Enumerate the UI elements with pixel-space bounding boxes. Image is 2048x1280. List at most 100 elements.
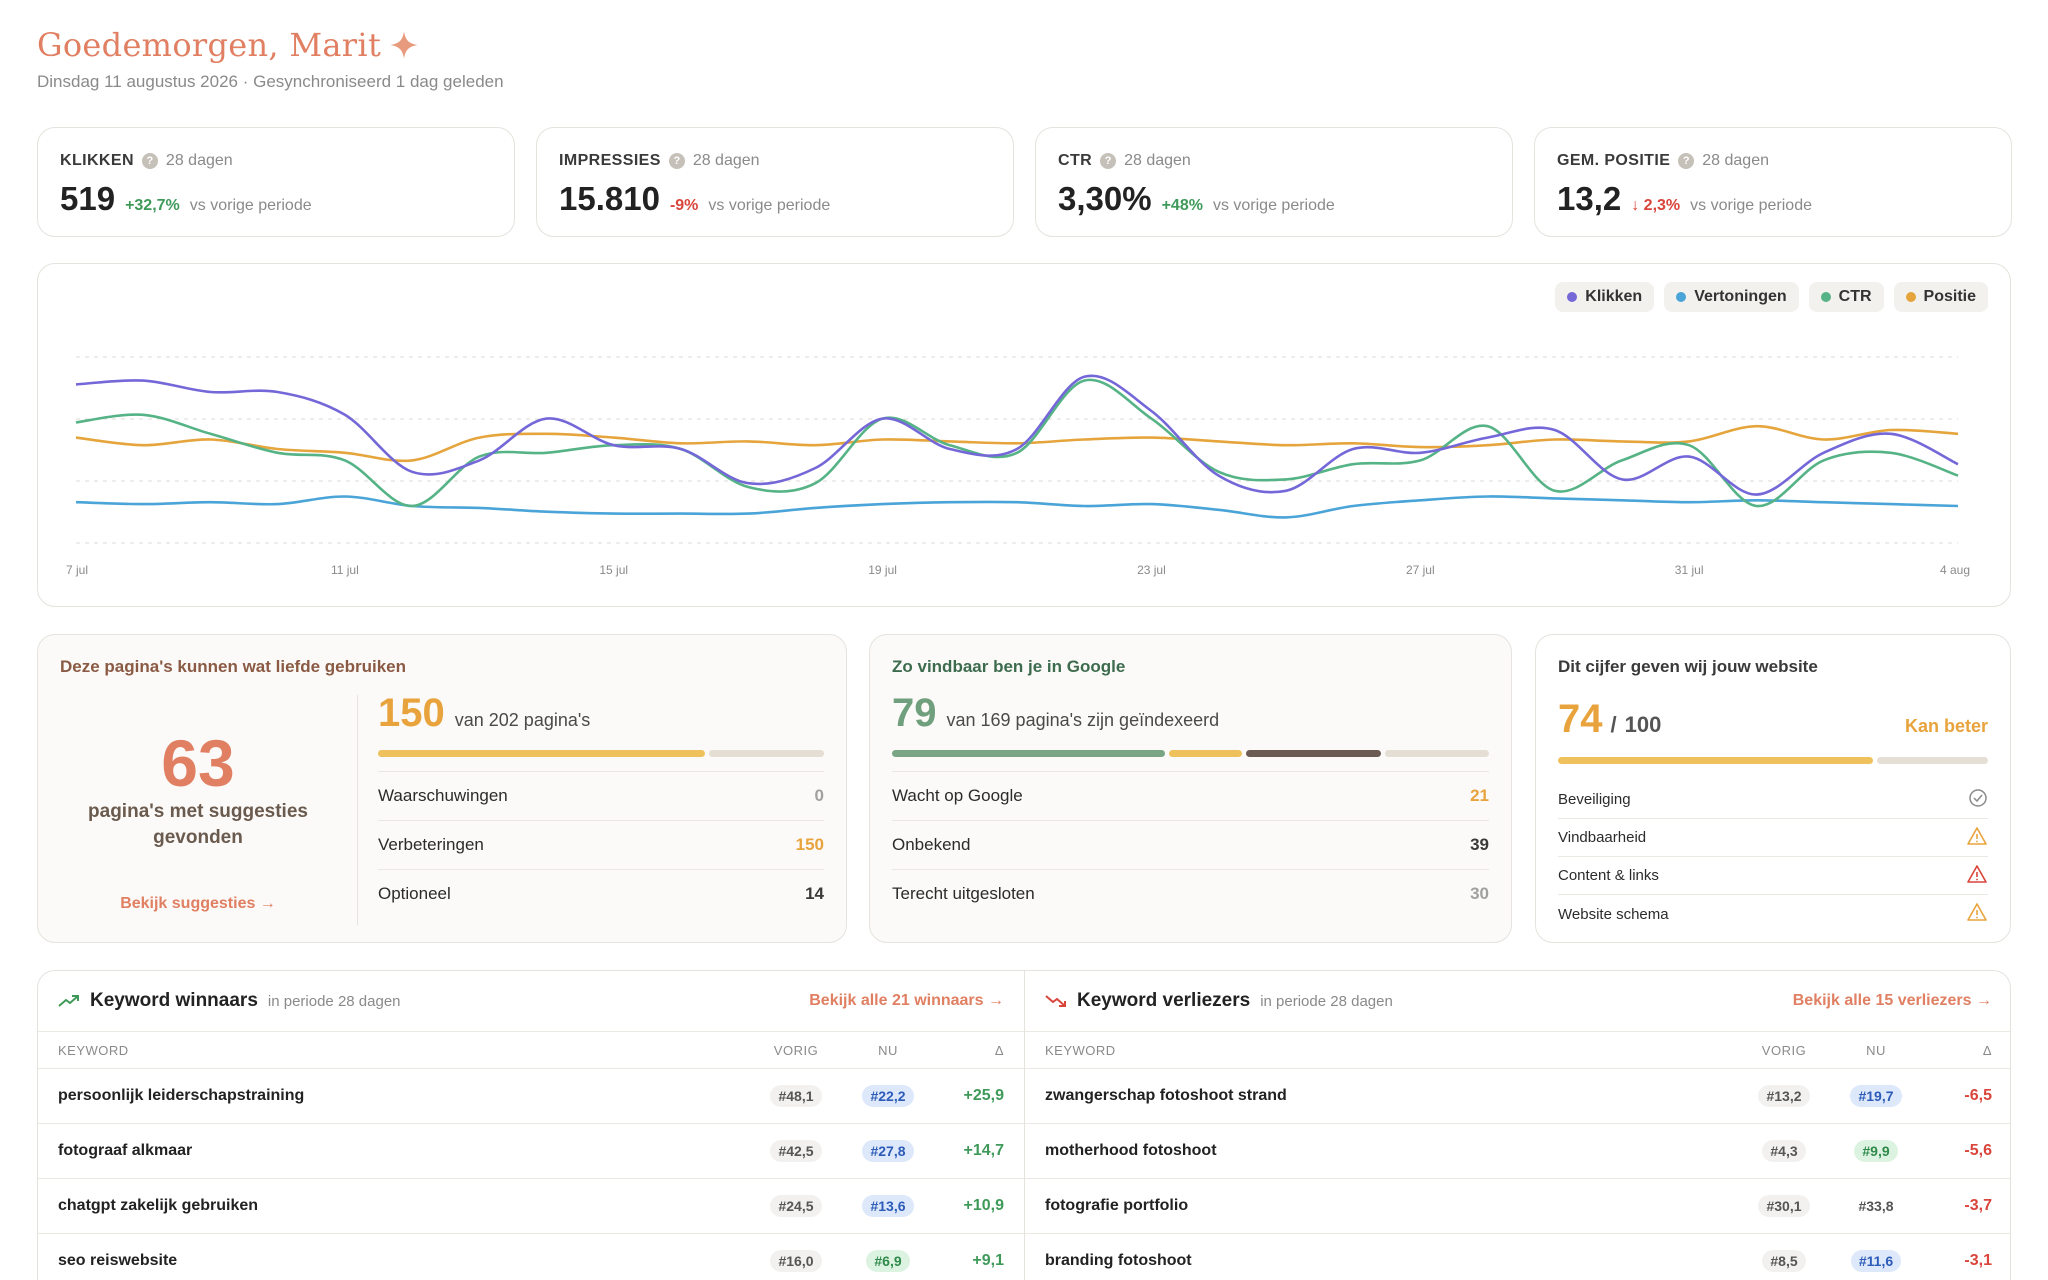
col-keyword[interactable]: KEYWORD	[58, 1042, 129, 1058]
col-delta[interactable]: Δ	[994, 1042, 1004, 1058]
help-icon[interactable]: ?	[141, 153, 158, 169]
index-stat: 79 van 169 pagina's zijn geïndexeerd Wac…	[892, 691, 1489, 918]
breakdown-value: 150	[795, 835, 824, 854]
col-now[interactable]: NU	[1866, 1042, 1886, 1058]
breakdown-row[interactable]: Optioneel 14	[378, 869, 824, 918]
view-all-winners-link[interactable]: Bekijk alle 21 winnaars →	[809, 992, 1004, 1009]
bar-segment-indexed	[892, 750, 1166, 757]
now-rank-cell: #13,6	[842, 1195, 934, 1217]
score-check-row[interactable]: Beveiliging	[1558, 781, 1988, 819]
losers-header: Keyword verliezers in periode 28 dagen B…	[1025, 971, 2010, 1032]
now-rank: #27,8	[862, 1140, 914, 1162]
rank-delta: +25,9	[963, 1087, 1004, 1104]
score-max: 100	[1624, 712, 1662, 737]
keyword-text: zwangerschap fotoshoot strand	[1045, 1087, 1287, 1104]
kpi-card-ctr[interactable]: CTR? 28 dagen 3,30% +48% vs vorige periode	[1035, 127, 1513, 237]
prev-rank-cell: #16,0	[750, 1250, 842, 1272]
keyword-text: fotograaf alkmaar	[58, 1142, 193, 1159]
prev-rank: #42,5	[770, 1140, 822, 1162]
indexed-stat-of: van 169 pagina's zijn geïndexeerd	[946, 710, 1220, 730]
score-progress-bar	[1558, 757, 1988, 764]
keyword-row[interactable]: motherhood fotoshoot #4,3 #9,9 -5,6	[1025, 1124, 2010, 1179]
help-icon[interactable]: ?	[668, 153, 685, 169]
keyword-row[interactable]: chatgpt zakelijk gebruiken #24,5 #13,6 +10,…	[38, 1179, 1024, 1234]
x-tick-label: 31 jul	[1675, 563, 1704, 577]
kpi-value: 519	[60, 180, 116, 217]
help-icon[interactable]: ?	[1100, 153, 1117, 169]
legend-label: Vertoningen	[1694, 288, 1787, 305]
progress-rest	[1877, 757, 1988, 764]
indexed-stat-number: 79	[892, 691, 937, 735]
losers-column-headers: KEYWORD VORIG NU Δ	[1025, 1032, 2010, 1069]
kpi-card-clicks[interactable]: KLIKKEN? 28 dagen 519 +32,7% vs vorige peri…	[37, 127, 515, 237]
kpi-card-impressions[interactable]: IMPRESSIES? 28 dagen 15.810 -9% vs vorige p…	[536, 127, 1014, 237]
warning-icon	[1966, 826, 1988, 850]
prev-rank: #4,3	[1762, 1140, 1806, 1162]
kpi-card-avg-position[interactable]: GEM. POSITIE? 28 dagen 13,2 ↓ 2,3% vs vorig…	[1534, 127, 2012, 237]
panel-title: Dit cijfer geven wij jouw website	[1558, 657, 1818, 676]
view-suggestions-link[interactable]: Bekijk suggesties →	[120, 895, 276, 912]
progress-fill	[378, 750, 706, 757]
losers-period: in periode 28 dagen	[1260, 992, 1393, 1010]
losers-rows: zwangerschap fotoshoot strand #13,2 #19,7 -…	[1025, 1069, 2010, 1280]
col-prev[interactable]: VORIG	[773, 1042, 819, 1058]
kpi-delta: -9%	[669, 197, 699, 214]
series-line-vertoningen[interactable]	[75, 495, 1959, 519]
rank-delta: +10,9	[963, 1197, 1004, 1214]
keyword-row[interactable]: persoonlijk leiderschapstraining #48,1 #22…	[38, 1069, 1024, 1124]
performance-chart[interactable]: 7 jul 11 jul 15 jul 19 jul 23 jul 27 jul 31 ju…	[38, 264, 2012, 608]
score-slash: /	[1610, 712, 1617, 737]
index-segmented-bar	[892, 750, 1489, 757]
legend-item[interactable]: Positie	[1893, 282, 1988, 312]
breakdown-row[interactable]: Onbekend 39	[892, 820, 1489, 869]
rank-delta: -3,7	[1964, 1197, 1992, 1214]
legend-item[interactable]: CTR	[1808, 282, 1884, 312]
legend-item[interactable]: Vertoningen	[1664, 282, 1799, 312]
kpi-vs-label: vs vorige periode	[189, 197, 312, 214]
check-circle-icon	[1968, 788, 1988, 812]
rank-delta: -6,5	[1964, 1087, 1992, 1104]
breakdown-label: Waarschuwingen	[378, 786, 508, 805]
keyword-row[interactable]: zwangerschap fotoshoot strand #13,2 #19,7 -…	[1025, 1069, 2010, 1124]
keyword-text: motherhood fotoshoot	[1045, 1142, 1217, 1159]
keyword-row[interactable]: seo reiswebsite #16,0 #6,9 +9,1	[38, 1234, 1024, 1280]
score-check-row[interactable]: Website schema	[1558, 895, 1988, 933]
legend-item[interactable]: Klikken	[1555, 282, 1655, 312]
kpi-period: 28 dagen	[165, 152, 233, 169]
kpi-delta: +48%	[1161, 197, 1203, 214]
col-delta[interactable]: Δ	[1982, 1042, 1992, 1058]
view-all-losers-link[interactable]: Bekijk alle 15 verliezers →	[1792, 992, 1992, 1009]
prev-rank-cell: #13,2	[1738, 1085, 1830, 1107]
legend-label: Klikken	[1585, 288, 1643, 305]
warning-icon	[1966, 902, 1988, 926]
breakdown-row[interactable]: Verbeteringen 150	[378, 820, 824, 869]
breakdown-value: 21	[1470, 786, 1489, 805]
breakdown-row[interactable]: Wacht op Google 21	[892, 771, 1489, 820]
kpi-title: IMPRESSIES	[559, 152, 661, 169]
keyword-row[interactable]: fotograaf alkmaar #42,5 #27,8 +14,7	[38, 1124, 1024, 1179]
prev-rank: #13,2	[1758, 1085, 1810, 1107]
breakdown-row[interactable]: Waarschuwingen 0	[378, 771, 824, 820]
col-now[interactable]: NU	[878, 1042, 898, 1058]
col-prev[interactable]: VORIG	[1761, 1042, 1807, 1058]
suggestions-count: 63	[161, 726, 235, 800]
breakdown-label: Terecht uitgesloten	[892, 884, 1035, 903]
keyword-losers-section: Keyword verliezers in periode 28 dagen B…	[1025, 971, 2010, 1280]
series-line-klikken[interactable]	[75, 374, 1959, 496]
error-triangle-icon	[1966, 864, 1988, 888]
score-check-row[interactable]: Content & links	[1558, 857, 1988, 895]
series-line-ctr[interactable]	[75, 378, 1959, 508]
keyword-row[interactable]: branding fotoshoot #8,5 #11,6 -3,1	[1025, 1234, 2010, 1280]
breakdown-row[interactable]: Terecht uitgesloten 30	[892, 869, 1489, 918]
score-check-row[interactable]: Vindbaarheid	[1558, 819, 1988, 857]
rank-delta: -5,6	[1964, 1142, 1992, 1159]
trending-down-icon	[1045, 995, 1066, 1007]
progress-fill	[1558, 757, 1874, 764]
prev-rank-cell: #42,5	[750, 1140, 842, 1162]
col-keyword[interactable]: KEYWORD	[1045, 1042, 1116, 1058]
now-rank-cell: #22,2	[842, 1085, 934, 1107]
help-icon[interactable]: ?	[1678, 153, 1695, 169]
keyword-row[interactable]: fotografie portfolio #30,1 #33,8 -3,7	[1025, 1179, 2010, 1234]
winners-rows: persoonlijk leiderschapstraining #48,1 #22…	[38, 1069, 1024, 1280]
breakdown-value: 14	[805, 884, 824, 903]
